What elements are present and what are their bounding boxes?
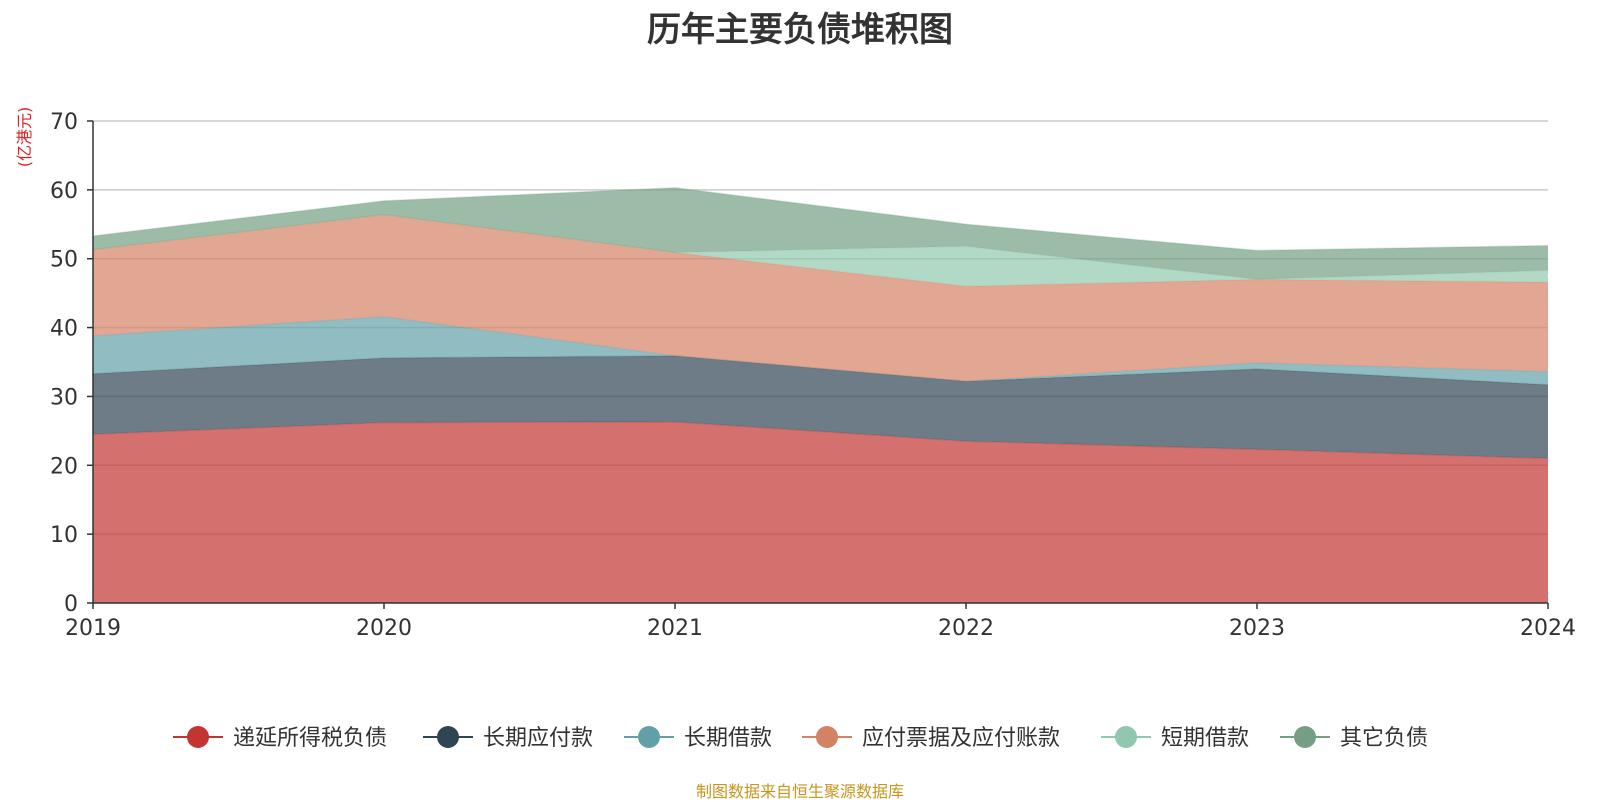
legend-item-2: 长期应付款 (423, 726, 593, 751)
x-tick-label: 2023 (1229, 616, 1285, 641)
area-series-4 (93, 214, 1548, 382)
legend-item-3: 长期借款 (624, 726, 772, 751)
source-note: 制图数据来自恒生聚源数据库 (695, 782, 904, 801)
x-tick-label: 2019 (65, 616, 121, 641)
area-series-2 (93, 355, 1548, 459)
legend-label: 短期借款 (1161, 726, 1249, 751)
legend-label: 递延所得税负债 (233, 726, 387, 751)
legend-marker (638, 726, 660, 748)
legend-marker (187, 726, 209, 748)
y-tick-label: 50 (50, 248, 78, 273)
y-tick-label: 60 (50, 179, 78, 204)
legend-label: 其它负债 (1340, 726, 1428, 751)
legend-marker (1115, 726, 1137, 748)
area-series-6 (93, 187, 1548, 280)
legend-item-5: 短期借款 (1101, 726, 1249, 751)
y-tick-label: 20 (50, 454, 78, 479)
legend-label: 长期应付款 (483, 726, 593, 751)
legend-label: 长期借款 (684, 726, 772, 751)
area-series-1 (93, 421, 1548, 603)
x-tick-label: 2020 (356, 616, 412, 641)
y-tick-label: 30 (50, 385, 78, 410)
area-series-3 (93, 316, 1548, 385)
legend-item-6: 其它负债 (1280, 726, 1428, 751)
y-tick-label: 0 (64, 592, 78, 617)
legend-marker (816, 726, 838, 748)
x-tick-label: 2022 (938, 616, 994, 641)
legend-item-1: 递延所得税负债 (173, 726, 387, 751)
x-tick-label: 2021 (647, 616, 703, 641)
y-tick-label: 70 (50, 110, 78, 135)
legend-label: 应付票据及应付账款 (862, 726, 1060, 751)
y-axis-unit-label: (亿港元) (15, 107, 34, 168)
y-tick-label: 40 (50, 317, 78, 342)
legend-marker (1294, 726, 1316, 748)
x-tick-label: 2024 (1520, 616, 1576, 641)
area-series-5 (93, 214, 1548, 287)
area-series-edge-6 (92, 187, 1549, 252)
legend-item-4: 应付票据及应付账款 (802, 726, 1060, 751)
area-series-group (92, 187, 1549, 603)
legend-marker (437, 726, 459, 748)
y-tick-label: 10 (50, 523, 78, 548)
chart-title: 历年主要负债堆积图 (647, 10, 953, 50)
